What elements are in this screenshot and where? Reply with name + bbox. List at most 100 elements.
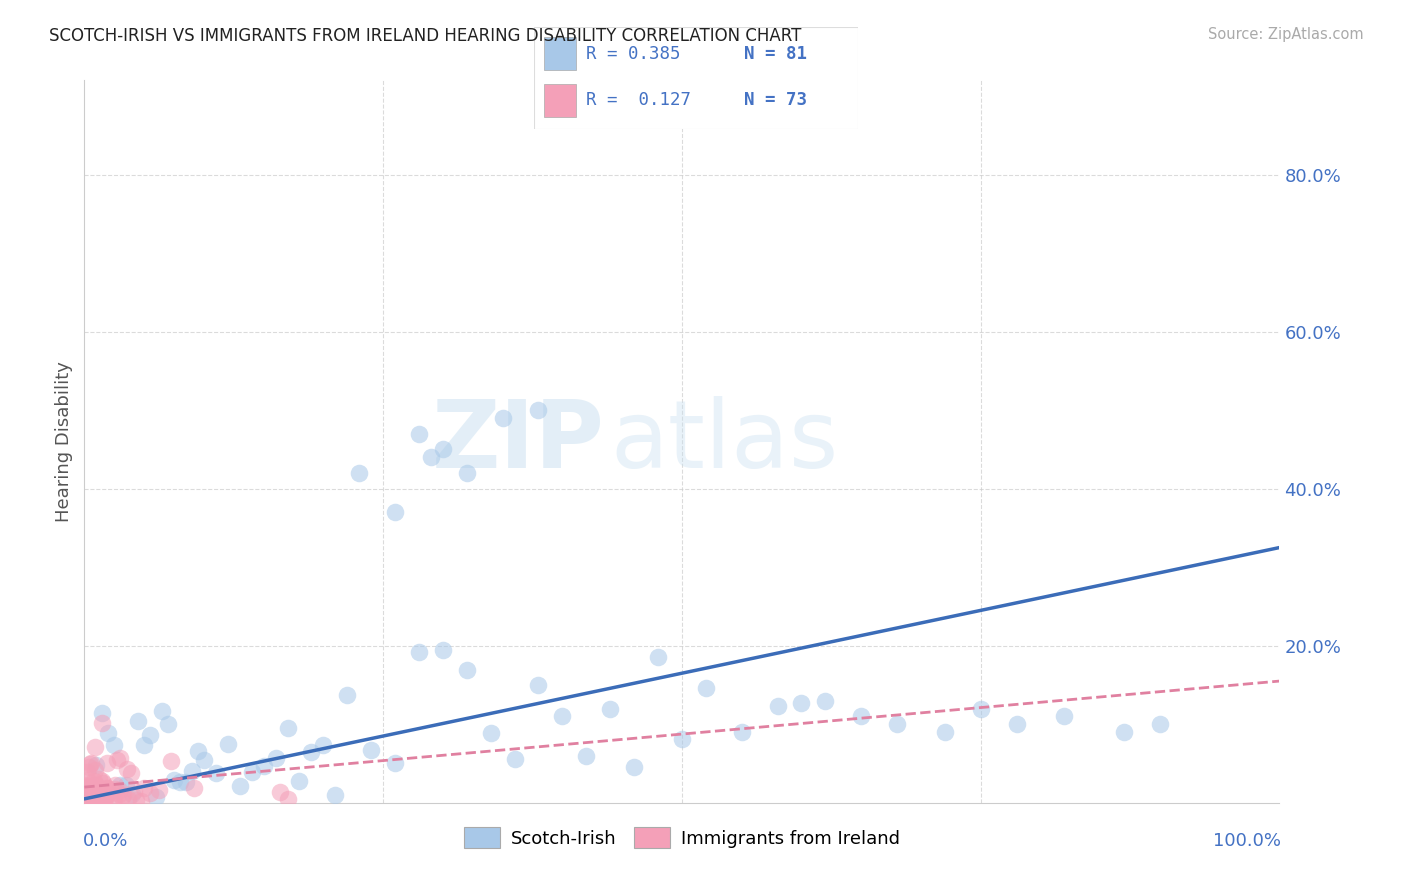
Point <box>115 763 138 777</box>
Point <box>623 760 645 774</box>
Point <box>76 794 98 808</box>
Point <box>312 739 335 753</box>
Point <box>148 782 170 797</box>
Point <box>127 714 149 728</box>
Point <box>503 752 526 766</box>
Point <box>1114 725 1136 739</box>
Point <box>101 794 124 808</box>
Point <box>695 681 717 695</box>
Point <box>766 699 789 714</box>
Point <box>408 426 430 441</box>
Point <box>96 756 118 770</box>
Point <box>90 781 112 796</box>
Point <box>193 753 215 767</box>
Point <box>105 753 128 767</box>
Point <box>89 772 111 787</box>
Point <box>886 717 908 731</box>
Point <box>84 763 107 777</box>
Point <box>77 790 100 805</box>
Point <box>456 663 478 677</box>
Point <box>80 787 103 801</box>
Text: R =  0.127: R = 0.127 <box>586 91 690 109</box>
Point <box>527 403 550 417</box>
Text: 0.0%: 0.0% <box>83 831 128 850</box>
Point <box>104 778 127 792</box>
Point <box>163 772 186 787</box>
Point <box>145 790 167 805</box>
Point <box>76 794 98 808</box>
Point <box>115 778 138 792</box>
Point <box>96 780 118 795</box>
Point <box>408 645 430 659</box>
Text: R = 0.385: R = 0.385 <box>586 45 681 63</box>
Text: ZIP: ZIP <box>432 395 605 488</box>
Point <box>384 505 406 519</box>
Text: Source: ZipAtlas.com: Source: ZipAtlas.com <box>1208 27 1364 42</box>
Point <box>599 702 621 716</box>
Point <box>110 778 132 792</box>
Point <box>80 794 103 808</box>
Point <box>456 466 478 480</box>
Point <box>479 726 502 740</box>
Point <box>157 716 180 731</box>
Point <box>89 794 111 808</box>
Point <box>108 751 131 765</box>
Point <box>349 466 371 480</box>
Point <box>790 696 813 710</box>
Point <box>551 709 574 723</box>
Point <box>79 792 101 806</box>
Point <box>87 782 110 797</box>
Point <box>96 789 118 803</box>
Legend: Scotch-Irish, Immigrants from Ireland: Scotch-Irish, Immigrants from Ireland <box>457 820 907 855</box>
Point <box>76 794 98 808</box>
Point <box>671 731 693 746</box>
Point <box>187 744 209 758</box>
Point <box>76 778 98 792</box>
Point <box>169 775 191 789</box>
Point <box>76 789 98 803</box>
Point <box>112 789 135 803</box>
Point <box>86 778 108 792</box>
Point <box>183 780 205 795</box>
Point <box>91 776 114 790</box>
Point <box>76 788 98 802</box>
Point <box>384 756 406 771</box>
Point <box>1053 709 1076 723</box>
Point <box>264 750 287 764</box>
Point <box>107 787 129 801</box>
Point <box>120 766 142 780</box>
Point <box>129 794 152 808</box>
Point <box>77 760 100 774</box>
Point <box>93 792 115 806</box>
Point <box>103 793 125 807</box>
Point <box>94 787 117 801</box>
Point <box>731 725 754 739</box>
Point <box>84 794 107 808</box>
Point <box>76 779 98 793</box>
Point <box>492 411 515 425</box>
Point <box>91 715 114 730</box>
Point <box>160 754 183 768</box>
Point <box>94 792 117 806</box>
Point <box>174 775 197 789</box>
Point <box>253 759 276 773</box>
Point <box>91 774 114 789</box>
Point <box>91 794 114 808</box>
Point <box>240 765 263 780</box>
Point <box>575 749 598 764</box>
Point <box>91 706 114 720</box>
Point <box>82 790 104 805</box>
Text: N = 73: N = 73 <box>745 91 807 109</box>
Point <box>89 794 111 808</box>
Point <box>288 773 311 788</box>
Point <box>84 740 107 755</box>
Point <box>80 780 103 794</box>
Point <box>934 725 956 739</box>
Point <box>814 694 837 708</box>
Point <box>1005 717 1028 731</box>
Point <box>647 650 669 665</box>
Point <box>217 737 239 751</box>
Point <box>122 784 145 798</box>
Point <box>87 781 110 796</box>
Point <box>269 785 291 799</box>
